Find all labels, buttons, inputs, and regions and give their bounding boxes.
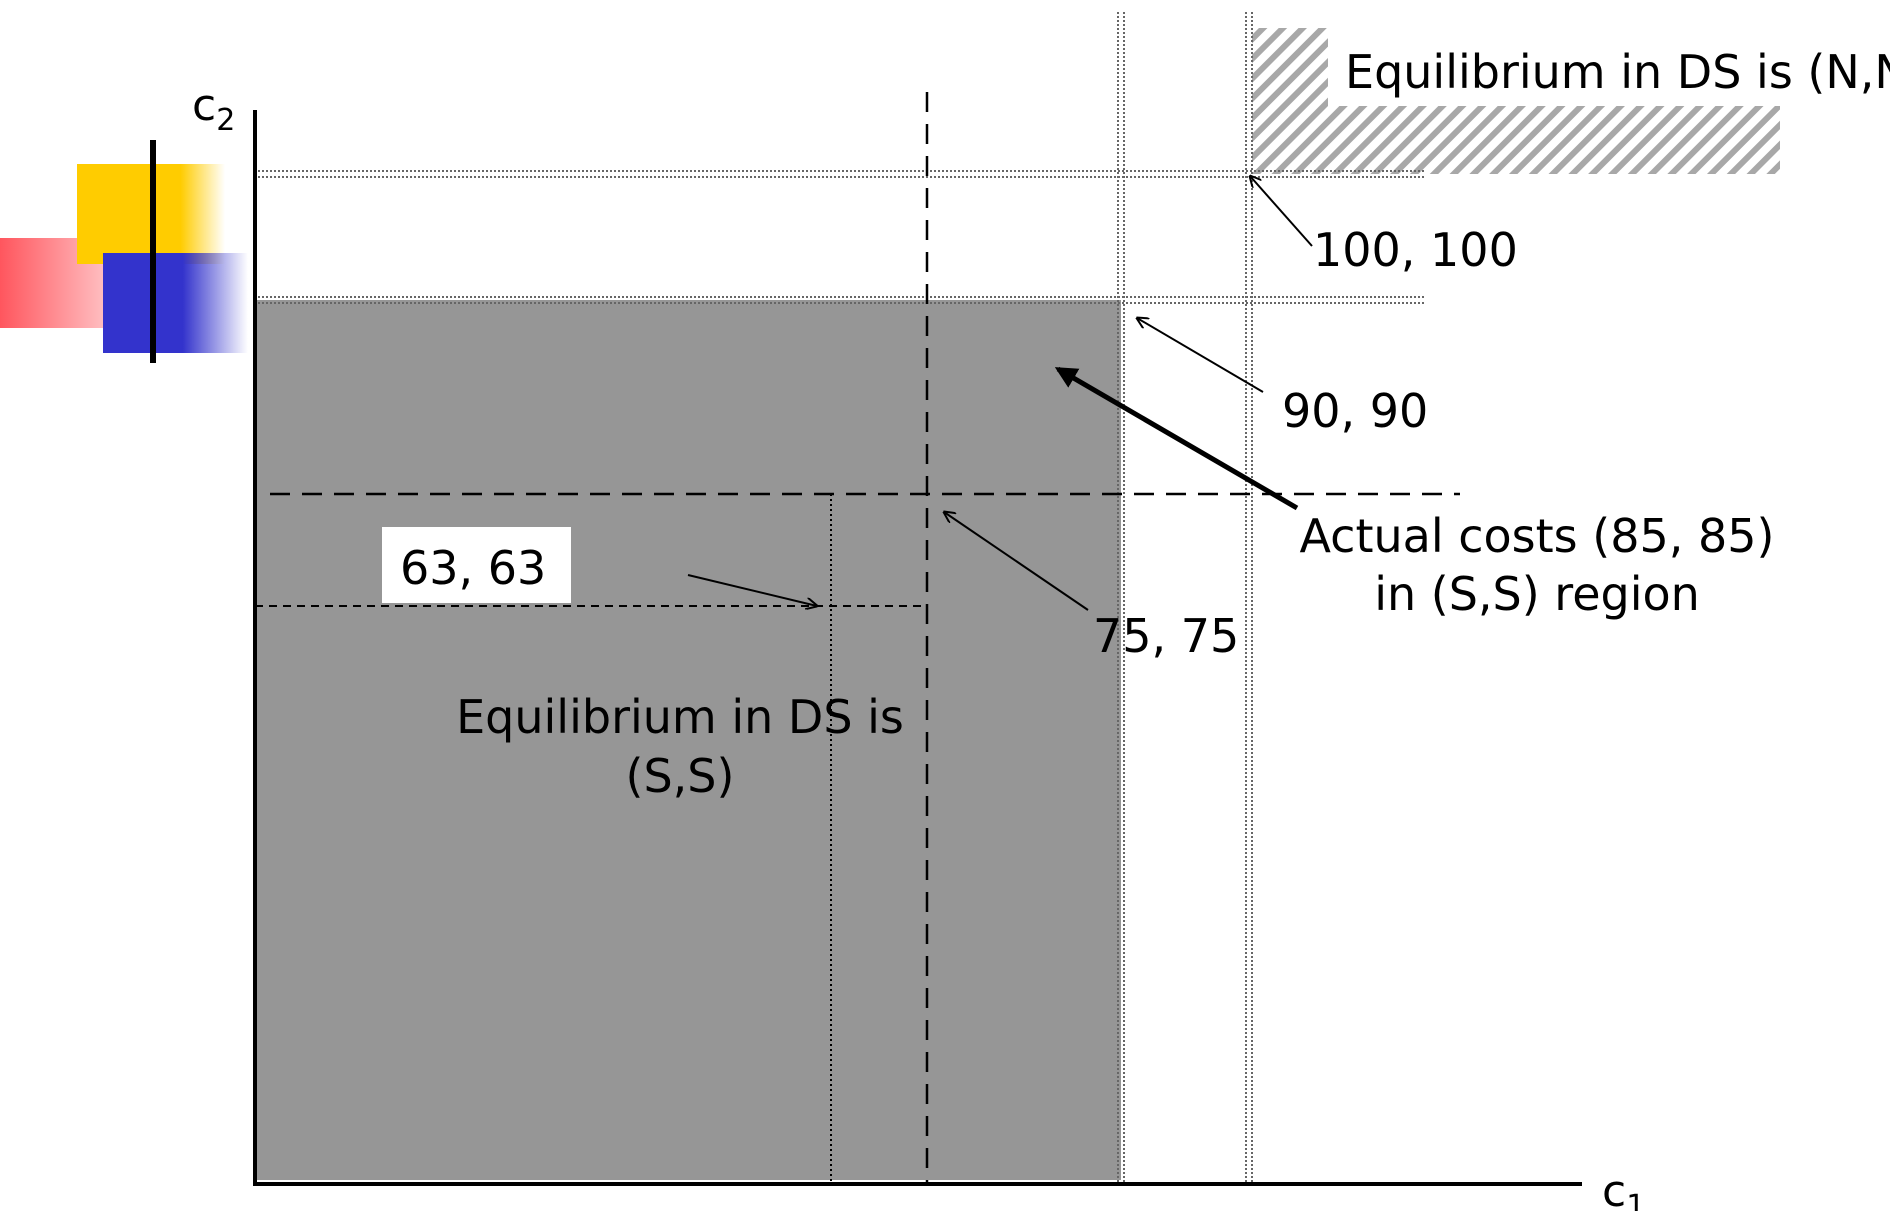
- ss-region-label-line1: Equilibrium in DS is: [456, 690, 904, 744]
- reference-lines: [258, 12, 1425, 1182]
- logo-vertical-bar: [150, 140, 156, 363]
- label-75: 75, 75: [1093, 609, 1239, 663]
- arrow-90: [1137, 318, 1264, 393]
- nn-region: [1252, 28, 1780, 174]
- actual-costs-line2: in (S,S) region: [1374, 567, 1700, 621]
- y-axis-label: c2: [192, 80, 235, 138]
- x-axis-label: c1: [1602, 1166, 1645, 1211]
- label-63: 63, 63: [400, 541, 546, 595]
- nn-region-lower: [1252, 106, 1780, 174]
- slide-logo: [0, 140, 248, 363]
- arrow-63: [687, 574, 817, 606]
- ss-region-label-line2: (S,S): [626, 749, 735, 803]
- arrows: [687, 176, 1313, 611]
- arrow-actual-costs: [1054, 366, 1299, 511]
- dashed-lines-75: [270, 92, 1460, 1182]
- arrow-100: [1250, 176, 1313, 247]
- nn-region-upper: [1252, 28, 1328, 108]
- ss-region: [255, 300, 1121, 1180]
- arrow-75: [944, 512, 1089, 611]
- nn-region-label: Equilibrium in DS is (N,N): [1345, 45, 1890, 99]
- logo-blue-square: [103, 253, 248, 353]
- actual-costs-line1: Actual costs (85, 85): [1300, 509, 1775, 563]
- label-90: 90, 90: [1282, 384, 1428, 438]
- label-63-box: [382, 527, 571, 603]
- label-100: 100, 100: [1313, 223, 1518, 277]
- axes: [253, 110, 1582, 1186]
